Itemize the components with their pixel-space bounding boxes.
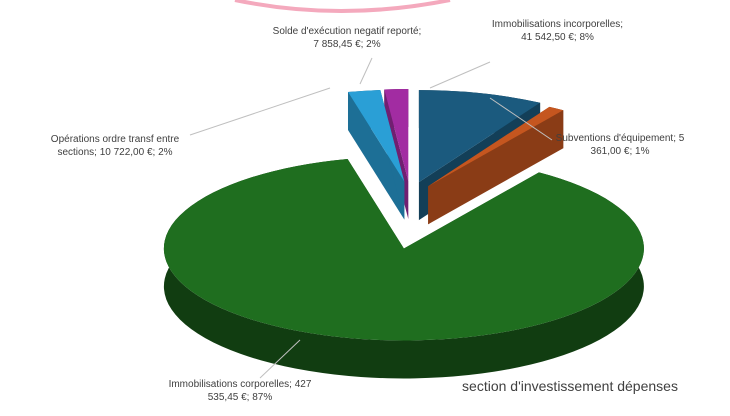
leader-line [259,339,301,379]
chart-title: section d'investissement dépenses [462,378,678,394]
pie-slice [347,89,405,220]
leader-line [429,61,491,89]
leader-line [189,87,331,136]
leader-line [359,57,373,85]
pie-slice [163,159,644,379]
data-label: Immobilisations incorporelles; 41 542,50… [491,19,624,43]
slice-cut-face [428,110,564,225]
slice-top [347,89,405,182]
pie [163,89,644,379]
data-label: Immobilisations corporelles; 427 535,45 … [168,379,312,403]
data-label: Opérations ordre transf entre sections; … [50,134,180,158]
slice-top [418,90,541,183]
slice-cut-face [347,92,405,220]
pie-slice [428,106,564,225]
slice-top [428,106,564,187]
leader-line [489,97,553,141]
slice-top [163,159,644,341]
slice-top [384,89,409,182]
data-label: Solde d'exécution negatif reporté; 7 858… [272,26,422,50]
data-label: Subventions d'équipement; 5 361,00 €; 1% [555,133,685,157]
decoration-arc [234,0,451,13]
